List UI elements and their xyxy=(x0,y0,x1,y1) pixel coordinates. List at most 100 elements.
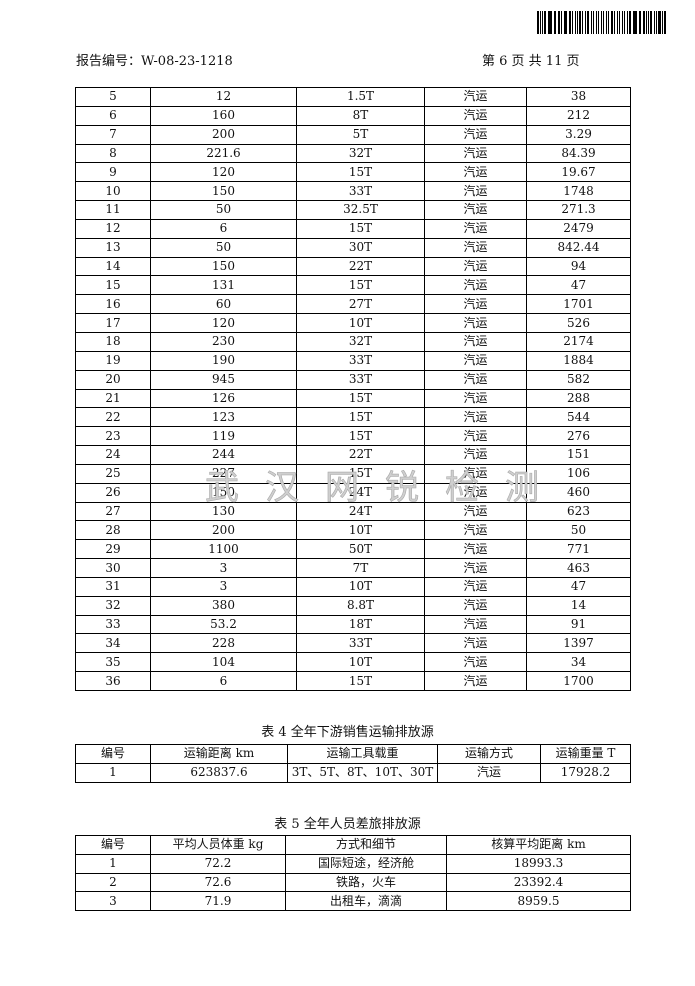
table-cell: 33T xyxy=(296,350,425,371)
table-cell: 3 xyxy=(75,891,151,912)
table-cell: 230 xyxy=(150,331,297,352)
table-cell: 1 xyxy=(75,762,151,783)
table-cell: 30T xyxy=(296,237,425,258)
table-cell: 汽运 xyxy=(424,124,527,145)
table-cell: 20 xyxy=(75,369,151,390)
table-cell: 10T xyxy=(296,313,425,333)
table-cell: 10T xyxy=(296,652,425,673)
column-header: 运输工具载重 xyxy=(287,744,438,764)
table4-caption: 表 4 全年下游销售运输排放源 xyxy=(261,725,434,740)
column-header: 运输方式 xyxy=(437,744,541,764)
table-row: 34 228 33T 汽运 1397 xyxy=(75,633,631,654)
table-cell: 130 xyxy=(150,501,297,522)
table-row: 33 53.2 18T 汽运 91 xyxy=(75,614,631,635)
table-row: 5 12 1.5T 汽运 38 xyxy=(75,87,631,107)
table-cell: 1.5T xyxy=(296,87,425,107)
table-row: 29 1100 50T 汽运 771 xyxy=(75,539,631,560)
table-cell: 18T xyxy=(296,614,425,635)
table-cell: 汽运 xyxy=(424,275,527,296)
table-cell: 15T xyxy=(296,407,425,428)
barcode xyxy=(537,11,667,34)
table-cell: 84.39 xyxy=(526,143,631,164)
table-row: 13 50 30T 汽运 842.44 xyxy=(75,237,631,258)
table-row: 30 3 7T 汽运 463 xyxy=(75,558,631,578)
table-cell: 15T xyxy=(296,162,425,183)
table-cell: 汽运 xyxy=(424,576,527,597)
table-cell: 7 xyxy=(75,124,151,145)
table-cell: 27 xyxy=(75,501,151,522)
table-cell: 623 xyxy=(526,501,631,522)
table-cell: 24T xyxy=(296,501,425,522)
header-row: 编号 运输距离 km 运输工具载重 运输方式 运输重量 T xyxy=(75,744,631,764)
table-cell: 32.5T xyxy=(296,200,425,220)
table-cell: 32T xyxy=(296,331,425,352)
table-cell: 汽运 xyxy=(424,407,527,428)
table-row: 26 150 24T 汽运 460 xyxy=(75,482,631,503)
table-cell: 91 xyxy=(526,614,631,635)
table-cell: 28 xyxy=(75,520,151,541)
table-cell: 50 xyxy=(150,200,297,220)
table-row: 14 150 22T 汽运 94 xyxy=(75,256,631,277)
table-cell: 出租车，滴滴 xyxy=(285,891,447,912)
table-row: 18 230 32T 汽运 2174 xyxy=(75,331,631,352)
table-cell: 汽运 xyxy=(424,200,527,220)
table-row: 1 623837.6 3T、5T、8T、10T、30T 汽运 17928.2 xyxy=(75,762,631,783)
table-cell: 463 xyxy=(526,558,631,578)
table-cell: 5T xyxy=(296,124,425,145)
table-cell: 200 xyxy=(150,124,297,145)
table-cell: 8959.5 xyxy=(446,891,631,912)
table-cell: 汽运 xyxy=(424,87,527,107)
table-cell: 3 xyxy=(150,558,297,578)
column-header: 运输重量 T xyxy=(540,744,631,764)
table-cell: 汽运 xyxy=(424,181,527,202)
table-cell: 106 xyxy=(526,463,631,484)
table-cell: 120 xyxy=(150,313,297,333)
table-cell: 汽运 xyxy=(424,463,527,484)
table-cell: 212 xyxy=(526,105,631,126)
table-cell: 126 xyxy=(150,388,297,409)
report-number: 报告编号：W-08-23-1218 xyxy=(76,54,233,69)
table-cell: 14 xyxy=(526,595,631,616)
column-header: 方式和细节 xyxy=(285,835,447,855)
table-cell: 945 xyxy=(150,369,297,390)
table-row: 11 50 32.5T 汽运 271.3 xyxy=(75,200,631,220)
table-cell: 1100 xyxy=(150,539,297,560)
table-cell: 汽运 xyxy=(424,652,527,673)
table-row: 36 6 15T 汽运 1700 xyxy=(75,671,631,691)
table-row: 20 945 33T 汽运 582 xyxy=(75,369,631,390)
table-cell: 22 xyxy=(75,407,151,428)
table-cell: 120 xyxy=(150,162,297,183)
downstream-transport-table: 编号 运输距离 km 运输工具载重 运输方式 运输重量 T 1 623837.6 3T、5T、… xyxy=(75,744,631,783)
table-cell: 10 xyxy=(75,181,151,202)
column-header: 平均人员体重 kg xyxy=(150,835,286,855)
table-cell: 50 xyxy=(150,237,297,258)
table-cell: 151 xyxy=(526,445,631,465)
table-cell: 1 xyxy=(75,853,151,874)
column-header: 编号 xyxy=(75,744,151,764)
table-cell: 8T xyxy=(296,105,425,126)
table-cell: 汽运 xyxy=(424,294,527,315)
table-row: 19 190 33T 汽运 1884 xyxy=(75,350,631,371)
table-cell: 47 xyxy=(526,275,631,296)
table-cell: 227 xyxy=(150,463,297,484)
table-cell: 94 xyxy=(526,256,631,277)
table-cell: 50 xyxy=(526,520,631,541)
table-row: 12 6 15T 汽运 2479 xyxy=(75,218,631,239)
table-row: 22 123 15T 汽运 544 xyxy=(75,407,631,428)
table-cell: 582 xyxy=(526,369,631,390)
table-cell: 6 xyxy=(150,671,297,691)
table-cell: 汽运 xyxy=(424,595,527,616)
table-row: 27 130 24T 汽运 623 xyxy=(75,501,631,522)
page-info: 第 6 页 共 11 页 xyxy=(482,54,580,69)
table-cell: 71.9 xyxy=(150,891,286,912)
table-cell: 汽运 xyxy=(424,558,527,578)
table-row: 16 60 27T 汽运 1701 xyxy=(75,294,631,315)
table-cell: 7T xyxy=(296,558,425,578)
table-cell: 190 xyxy=(150,350,297,371)
table-row: 35 104 10T 汽运 34 xyxy=(75,652,631,673)
table-cell: 12 xyxy=(75,218,151,239)
table-cell: 汽运 xyxy=(424,671,527,691)
table-cell: 18 xyxy=(75,331,151,352)
table-cell: 汽运 xyxy=(424,350,527,371)
table-cell: 123 xyxy=(150,407,297,428)
